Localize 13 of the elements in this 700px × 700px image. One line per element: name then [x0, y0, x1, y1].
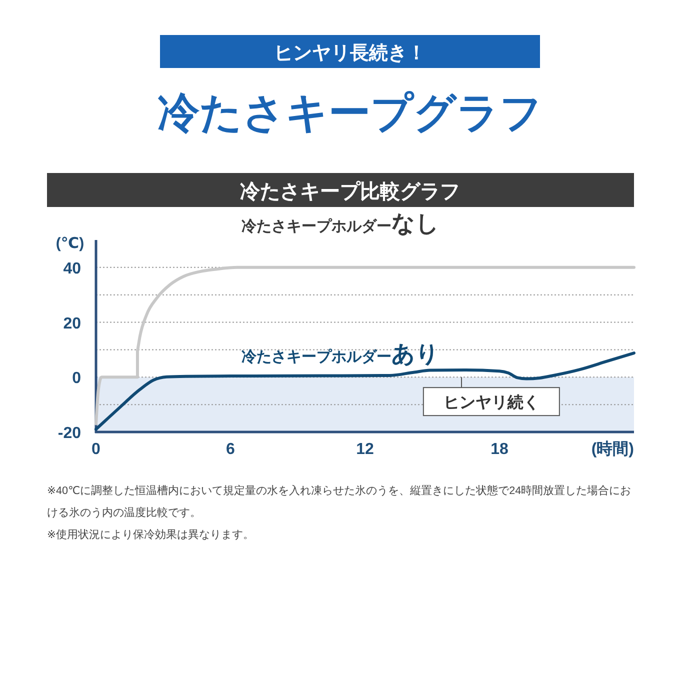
y-tick-label: 40 [63, 260, 82, 278]
subtitle: ヒンヤリ長続き！ [274, 43, 426, 64]
x-tick-label: 18 [490, 441, 508, 458]
banner-title: 冷たさキープ比較グラフ [240, 181, 460, 203]
title: 冷たさキープグラフ [158, 89, 542, 136]
x-tick-label: 12 [356, 441, 374, 458]
y-tick-label: 20 [63, 315, 82, 332]
y-tick-label: 0 [72, 370, 82, 388]
x-tick-label: 0 [92, 441, 101, 458]
ylabel: (℃) [56, 235, 84, 252]
y-tick-label: -20 [58, 425, 82, 442]
xlabel: (時間) [591, 441, 634, 458]
x-tick-label: 6 [226, 441, 236, 458]
